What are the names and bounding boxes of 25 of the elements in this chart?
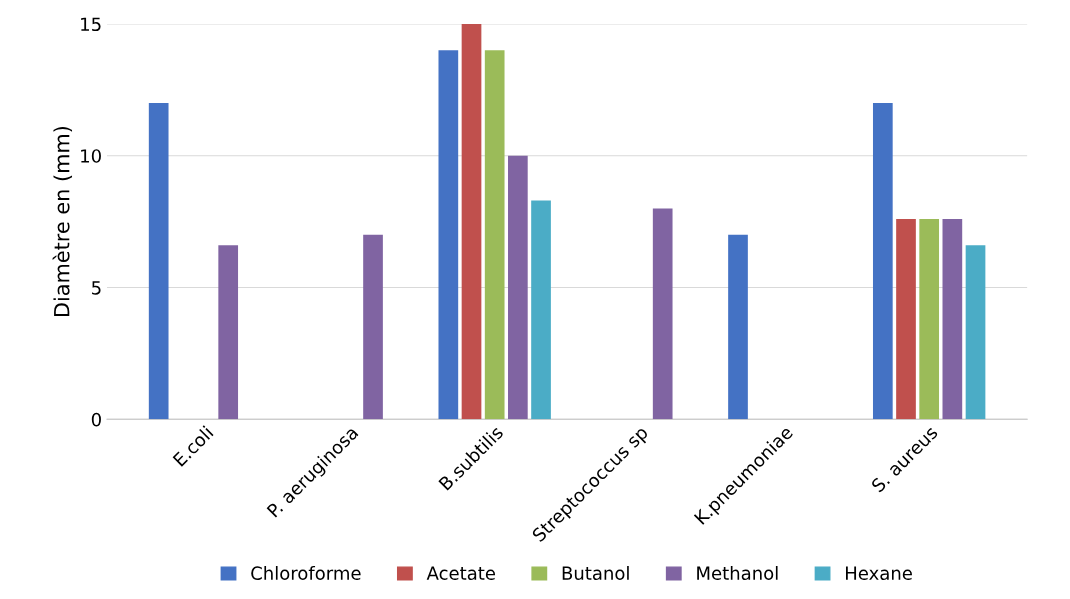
- legend-label: Butanol: [562, 566, 629, 580]
- y-tick-label: 0: [91, 412, 101, 427]
- bar: [461, 23, 482, 420]
- bar: [652, 208, 673, 420]
- y-tick-label: 5: [92, 281, 101, 295]
- bar: [531, 200, 551, 420]
- bar: [965, 245, 986, 420]
- bar: [872, 103, 893, 420]
- bar: [363, 234, 383, 420]
- bar: [148, 103, 169, 420]
- bar: [484, 50, 505, 420]
- legend-label: Hexane: [846, 566, 912, 580]
- legend-label: Acetate: [426, 566, 496, 580]
- legend-label: Methanol: [697, 566, 778, 580]
- bar: [942, 218, 963, 420]
- bar: [728, 234, 748, 420]
- y-axis-title: Diamètre en (mm): [52, 126, 73, 317]
- bar: [919, 218, 940, 420]
- y-tick-label: 10: [81, 149, 101, 163]
- y-tick-label: 15: [81, 17, 101, 32]
- bar: [218, 245, 239, 420]
- bar: [896, 218, 916, 420]
- bar: [438, 50, 459, 420]
- legend-label: Chloroforme: [251, 566, 361, 580]
- bar: [508, 155, 528, 420]
